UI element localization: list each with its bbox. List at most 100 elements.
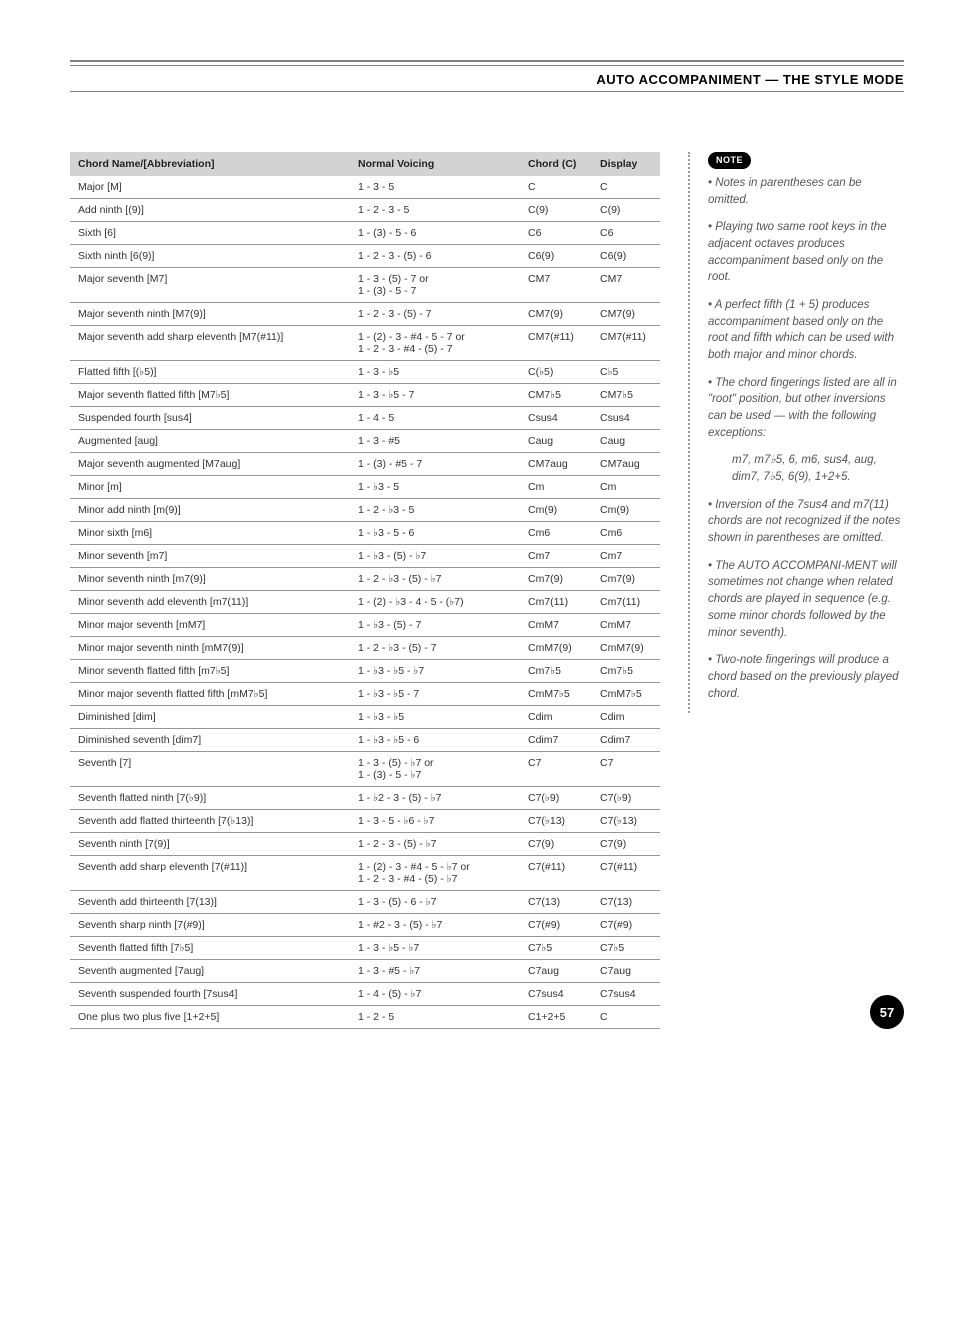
cell-chord: CmM7 (520, 614, 592, 637)
cell-voicing: 1 - ♭3 - ♭5 - 6 (350, 729, 520, 752)
cell-display: CmM7(9) (592, 637, 660, 660)
cell-chord: C7(♭13) (520, 810, 592, 833)
table-row: Sixth ninth [6(9)]1 - 2 - 3 - (5) - 6C6(… (70, 245, 660, 268)
note-badge: NOTE (708, 152, 751, 169)
cell-name: Major seventh flatted fifth [M7♭5] (70, 384, 350, 407)
top-rule (70, 60, 904, 66)
table-row: Seventh flatted ninth [7(♭9)]1 - ♭2 - 3 … (70, 787, 660, 810)
section-title: AUTO ACCOMPANIMENT — THE STYLE MODE (70, 72, 904, 92)
table-row: Minor seventh ninth [m7(9)]1 - 2 - ♭3 - … (70, 568, 660, 591)
cell-name: Flatted fifth [(♭5)] (70, 361, 350, 384)
cell-name: Diminished [dim] (70, 706, 350, 729)
table-row: Seventh augmented [7aug]1 - 3 - #5 - ♭7C… (70, 960, 660, 983)
cell-display: C7 (592, 752, 660, 787)
cell-name: Minor seventh ninth [m7(9)] (70, 568, 350, 591)
table-row: Minor [m]1 - ♭3 - 5CmCm (70, 476, 660, 499)
table-row: Minor major seventh [mM7]1 - ♭3 - (5) - … (70, 614, 660, 637)
note-text: • Two-note fingerings will produce a cho… (708, 652, 904, 702)
table-row: Seventh add thirteenth [7(13)]1 - 3 - (5… (70, 891, 660, 914)
cell-name: Seventh ninth [7(9)] (70, 833, 350, 856)
cell-display: C7(#9) (592, 914, 660, 937)
cell-chord: C7(9) (520, 833, 592, 856)
table-header-row: Chord Name/[Abbreviation] Normal Voicing… (70, 152, 660, 176)
cell-chord: CmM7♭5 (520, 683, 592, 706)
table-row: Sixth [6]1 - (3) - 5 - 6C6C6 (70, 222, 660, 245)
cell-chord: C7(#11) (520, 856, 592, 891)
cell-voicing: 1 - 2 - 5 (350, 1006, 520, 1029)
cell-voicing: 1 - #2 - 3 - (5) - ♭7 (350, 914, 520, 937)
cell-chord: C7(13) (520, 891, 592, 914)
cell-display: Caug (592, 430, 660, 453)
cell-chord: Cm7♭5 (520, 660, 592, 683)
cell-voicing: 1 - 3 - #5 - ♭7 (350, 960, 520, 983)
cell-chord: C(♭5) (520, 361, 592, 384)
cell-chord: CM7(9) (520, 303, 592, 326)
cell-name: Seventh flatted fifth [7♭5] (70, 937, 350, 960)
cell-display: C7(#11) (592, 856, 660, 891)
table-row: Seventh add flatted thirteenth [7(♭13)]1… (70, 810, 660, 833)
cell-name: Seventh sharp ninth [7(#9)] (70, 914, 350, 937)
table-row: Seventh flatted fifth [7♭5]1 - 3 - ♭5 - … (70, 937, 660, 960)
header-voicing: Normal Voicing (350, 152, 520, 176)
cell-voicing: 1 - 2 - 3 - 5 (350, 199, 520, 222)
cell-voicing: 1 - 2 - ♭3 - (5) - ♭7 (350, 568, 520, 591)
note-text: • Inversion of the 7sus4 and m7(11) chor… (708, 497, 904, 547)
note-text: • A perfect fifth (1 + 5) produces accom… (708, 297, 904, 364)
table-row: Suspended fourth [sus4]1 - 4 - 5Csus4Csu… (70, 407, 660, 430)
cell-voicing: 1 - 2 - 3 - (5) - 6 (350, 245, 520, 268)
table-row: Flatted fifth [(♭5)]1 - 3 - ♭5C(♭5)C♭5 (70, 361, 660, 384)
cell-chord: Cdim (520, 706, 592, 729)
cell-chord: Cm7 (520, 545, 592, 568)
cell-name: Augmented [aug] (70, 430, 350, 453)
cell-display: Cdim7 (592, 729, 660, 752)
cell-chord: C7 (520, 752, 592, 787)
cell-voicing: 1 - 3 - ♭5 - ♭7 (350, 937, 520, 960)
cell-name: Major seventh [M7] (70, 268, 350, 303)
table-row: Major seventh add sharp eleventh [M7(#11… (70, 326, 660, 361)
cell-voicing: 1 - (2) - 3 - #4 - 5 - ♭7 or 1 - 2 - 3 -… (350, 856, 520, 891)
cell-voicing: 1 - 3 - ♭5 (350, 361, 520, 384)
table-row: Minor seventh flatted fifth [m7♭5]1 - ♭3… (70, 660, 660, 683)
cell-chord: Cm (520, 476, 592, 499)
cell-chord: C6 (520, 222, 592, 245)
cell-display: Cm (592, 476, 660, 499)
cell-voicing: 1 - ♭3 - ♭5 (350, 706, 520, 729)
cell-voicing: 1 - 3 - (5) - ♭7 or 1 - (3) - 5 - ♭7 (350, 752, 520, 787)
cell-chord: Cm7(9) (520, 568, 592, 591)
cell-name: Major seventh ninth [M7(9)] (70, 303, 350, 326)
note-text: • Playing two same root keys in the adja… (708, 219, 904, 286)
table-row: Minor sixth [m6]1 - ♭3 - 5 - 6Cm6Cm6 (70, 522, 660, 545)
cell-voicing: 1 - 3 - 5 (350, 176, 520, 199)
page-number: 57 (870, 995, 904, 1029)
chord-table: Chord Name/[Abbreviation] Normal Voicing… (70, 152, 660, 1029)
table-row: Seventh suspended fourth [7sus4]1 - 4 - … (70, 983, 660, 1006)
table-row: Major seventh flatted fifth [M7♭5]1 - 3 … (70, 384, 660, 407)
cell-voicing: 1 - ♭3 - ♭5 - ♭7 (350, 660, 520, 683)
cell-voicing: 1 - 4 - (5) - ♭7 (350, 983, 520, 1006)
cell-voicing: 1 - 3 - (5) - 7 or 1 - (3) - 5 - 7 (350, 268, 520, 303)
cell-display: CM7(9) (592, 303, 660, 326)
cell-name: Seventh [7] (70, 752, 350, 787)
cell-voicing: 1 - 3 - ♭5 - 7 (350, 384, 520, 407)
cell-voicing: 1 - ♭3 - ♭5 - 7 (350, 683, 520, 706)
cell-chord: Cdim7 (520, 729, 592, 752)
cell-display: Cm(9) (592, 499, 660, 522)
cell-voicing: 1 - ♭3 - 5 (350, 476, 520, 499)
cell-display: Cm6 (592, 522, 660, 545)
cell-voicing: 1 - ♭3 - (5) - 7 (350, 614, 520, 637)
header-chord: Chord (C) (520, 152, 592, 176)
cell-display: Cm7♭5 (592, 660, 660, 683)
cell-display: Cdim (592, 706, 660, 729)
cell-chord: C7aug (520, 960, 592, 983)
table-row: Seventh sharp ninth [7(#9)]1 - #2 - 3 - … (70, 914, 660, 937)
cell-display: C7(♭13) (592, 810, 660, 833)
cell-display: C7(9) (592, 833, 660, 856)
cell-display: C7♭5 (592, 937, 660, 960)
table-row: Minor add ninth [m(9)]1 - 2 - ♭3 - 5Cm(9… (70, 499, 660, 522)
cell-name: Seventh suspended fourth [7sus4] (70, 983, 350, 1006)
cell-name: Suspended fourth [sus4] (70, 407, 350, 430)
cell-chord: C(9) (520, 199, 592, 222)
cell-voicing: 1 - ♭2 - 3 - (5) - ♭7 (350, 787, 520, 810)
cell-voicing: 1 - 2 - 3 - (5) - ♭7 (350, 833, 520, 856)
note-text: • Notes in parentheses can be omitted. (708, 175, 904, 208)
